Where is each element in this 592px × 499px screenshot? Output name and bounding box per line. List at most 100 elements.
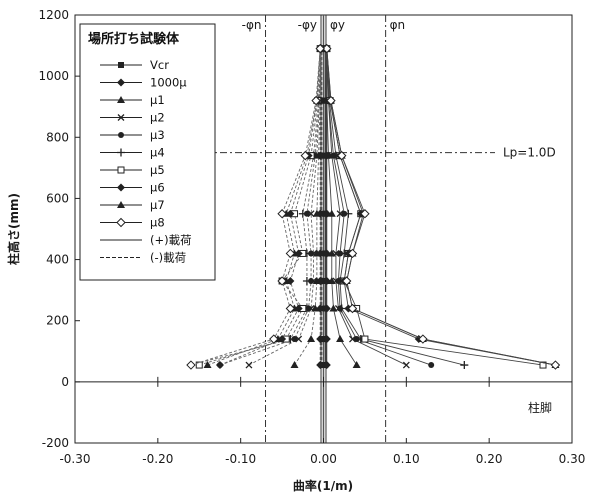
- reference-label-v-1: -φy: [298, 18, 317, 32]
- axis-ticks: -0.30 -0.20 -0.10 0.00 0.10 0.20 0.30 -200 0 200 4…: [38, 8, 585, 466]
- y-tick-label: 0: [61, 375, 69, 389]
- data-point-positive: [322, 249, 331, 258]
- series-line-positive: [326, 48, 544, 366]
- series-9: [186, 43, 561, 370]
- base-label: 柱脚: [528, 400, 552, 415]
- data-point-positive: [336, 335, 345, 343]
- x-tick-label: 0.00: [310, 452, 337, 466]
- data-point-negative: [285, 248, 296, 259]
- y-tick-label: 600: [46, 191, 69, 205]
- legend-marker: [116, 217, 126, 228]
- legend-marker: [118, 62, 124, 68]
- data-point-negative: [245, 361, 253, 369]
- data-point-positive: [337, 250, 344, 257]
- data-point-positive: [322, 43, 332, 54]
- x-tick-label: -0.10: [225, 452, 256, 466]
- data-point-positive: [402, 361, 410, 369]
- legend-marker: [117, 78, 125, 87]
- legend-label: 1000μ: [150, 76, 187, 90]
- data-point-negative: [294, 249, 303, 258]
- series-line-positive: [326, 48, 556, 366]
- reference-label-v-2: φy: [330, 18, 345, 32]
- data-point-positive: [353, 336, 360, 343]
- data-point-positive: [347, 303, 358, 314]
- x-tick-label: -0.20: [142, 452, 173, 466]
- legend-label: μ7: [150, 198, 165, 212]
- data-point-positive: [347, 248, 358, 259]
- x-tick-label: 0.20: [476, 452, 503, 466]
- series-line-positive: [325, 48, 407, 366]
- data-point-negative: [203, 361, 212, 369]
- legend-label: μ6: [150, 181, 165, 195]
- data-point-negative: [312, 209, 321, 217]
- series-line-negative: [219, 48, 322, 366]
- data-point-positive: [337, 150, 347, 161]
- data-point-negative: [285, 303, 296, 314]
- y-tick-label: -200: [42, 436, 69, 450]
- data-point-positive: [550, 360, 561, 370]
- legend-marker: [117, 201, 125, 208]
- data-point-negative: [269, 334, 279, 344]
- data-point-negative: [215, 361, 224, 370]
- series-7: [215, 44, 560, 370]
- legend-label: μ8: [150, 216, 165, 230]
- data-point-negative: [308, 250, 315, 257]
- data-point-negative: [195, 361, 203, 369]
- x-tick-label: 0.30: [559, 452, 586, 466]
- y-tick-label: 1000: [38, 69, 69, 83]
- series-line-negative: [199, 48, 321, 366]
- y-axis-title: 柱高さ(mm): [6, 193, 21, 265]
- data-point-positive: [460, 361, 469, 370]
- y-tick-label: 800: [46, 130, 69, 144]
- data-point-positive: [344, 209, 353, 218]
- legend-marker: [117, 166, 125, 174]
- legend-label: μ5: [150, 163, 165, 177]
- data-point-positive: [322, 335, 331, 344]
- series-line-negative: [207, 48, 321, 366]
- legend-marker: [118, 132, 124, 138]
- data-point-negative: [300, 150, 310, 161]
- series-6: [195, 45, 547, 369]
- y-tick-label: 1200: [38, 8, 69, 22]
- series-line-negative: [248, 48, 322, 366]
- y-tick-label: 400: [46, 253, 69, 267]
- legend-label: μ4: [150, 146, 165, 160]
- data-point-negative: [302, 276, 311, 285]
- series-8: [203, 44, 560, 369]
- data-point-negative: [303, 210, 310, 217]
- data-point-negative: [291, 336, 298, 343]
- reference-lines: -φn -φy φy φn Lp=1.0D: [205, 15, 556, 443]
- series-line-positive: [325, 48, 465, 366]
- x-tick-label: -0.30: [59, 452, 90, 466]
- data-point-negative: [307, 335, 316, 343]
- reference-label-v-0: -φn: [242, 18, 262, 32]
- legend-marker: [117, 96, 125, 103]
- data-point-positive: [418, 334, 428, 344]
- legend-title: 場所打ち試験体: [88, 31, 180, 47]
- data-point-negative: [277, 276, 287, 286]
- y-tick-label: 200: [46, 314, 69, 328]
- data-point-positive: [326, 95, 336, 106]
- data-point-positive: [361, 335, 369, 343]
- legend-label: (-)載荷: [150, 251, 186, 265]
- data-point-positive: [327, 209, 336, 217]
- data-series: [186, 43, 561, 370]
- data-point-positive: [341, 276, 352, 286]
- data-point-positive: [539, 361, 547, 369]
- x-axis-title: 曲率(1/m): [293, 478, 353, 493]
- legend-marker: [117, 183, 125, 192]
- data-point-positive: [329, 304, 338, 312]
- legend-marker: [117, 114, 125, 121]
- legend-label: (+)載荷: [150, 233, 192, 247]
- data-point-negative: [316, 249, 325, 258]
- data-point-positive: [428, 362, 435, 369]
- data-point-negative: [298, 209, 307, 218]
- legend-label: μ3: [150, 128, 165, 142]
- data-point-negative: [316, 361, 325, 370]
- data-point-negative: [290, 361, 299, 369]
- legend-label: μ1: [150, 93, 165, 107]
- series-3: [245, 45, 410, 369]
- legend-marker: [117, 148, 125, 157]
- series-line-positive: [325, 48, 432, 366]
- reference-label-h-0: Lp=1.0D: [503, 146, 556, 160]
